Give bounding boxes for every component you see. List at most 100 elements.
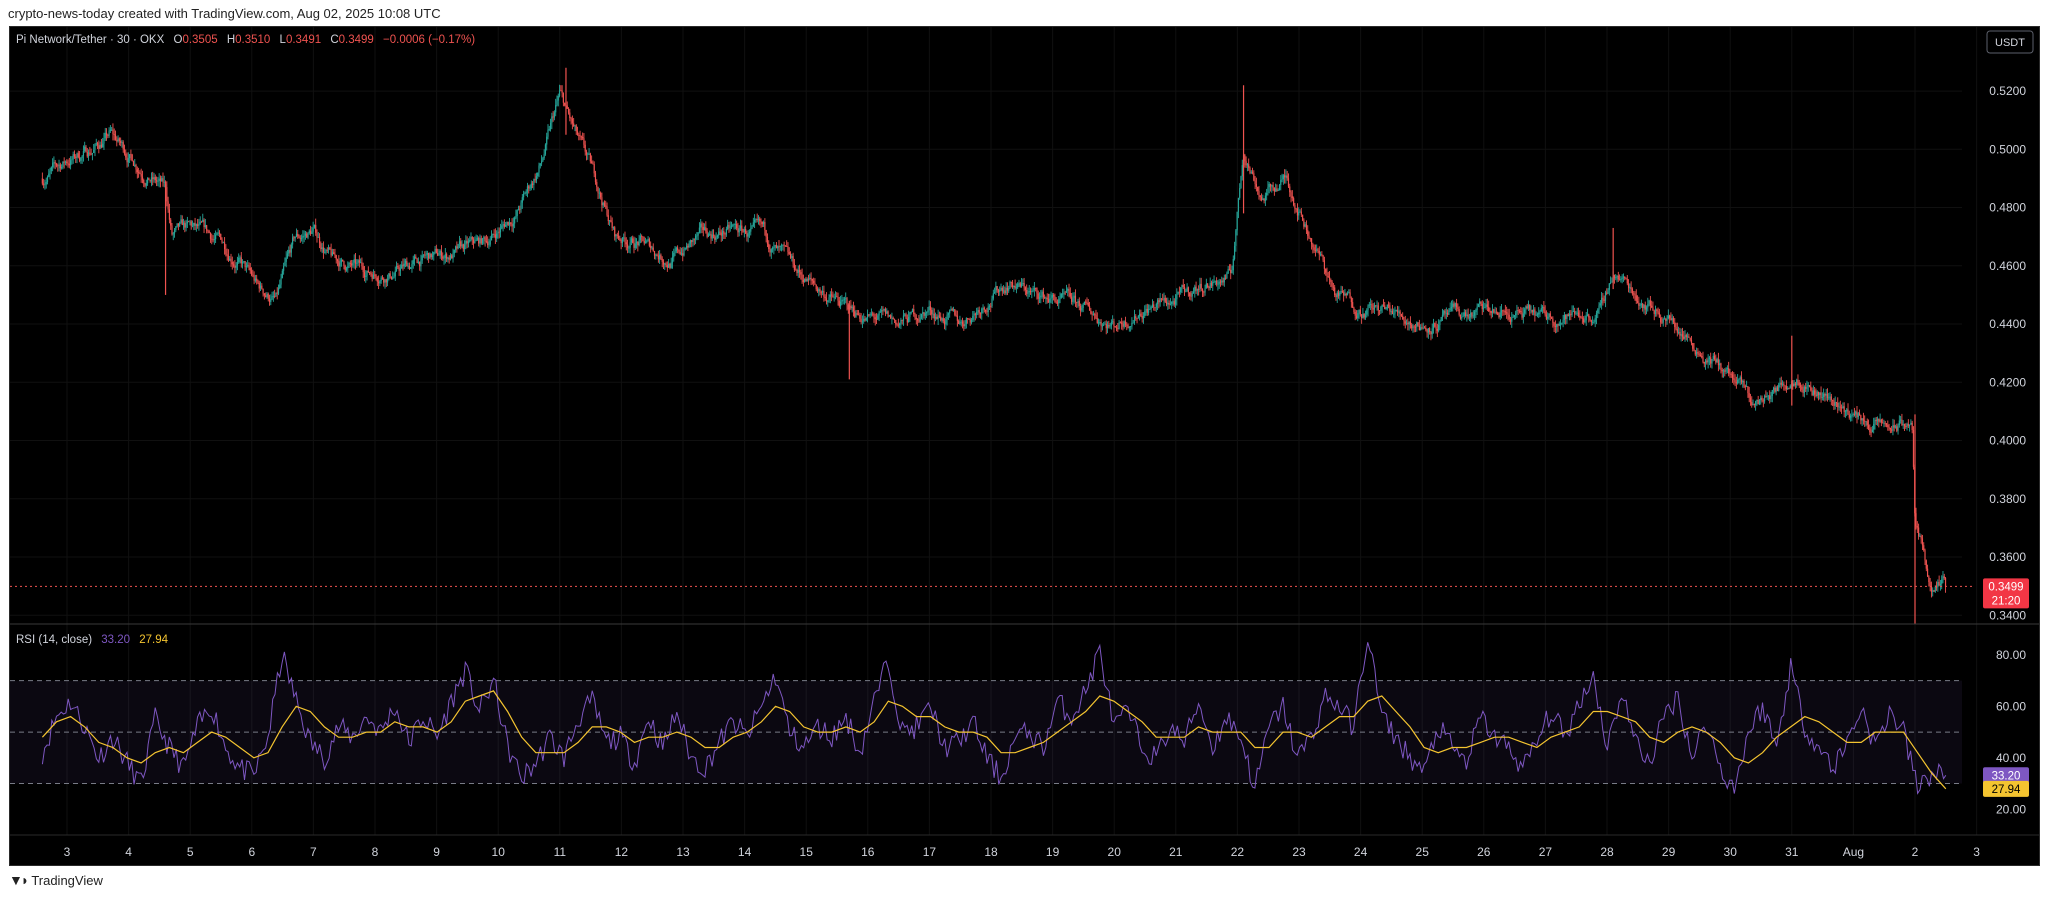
candle-body — [775, 245, 778, 249]
candle-body — [1053, 295, 1055, 297]
candle-body — [1762, 400, 1764, 402]
rsi-legend-label[interactable]: RSI (14, close) — [16, 634, 92, 646]
candle-body — [1500, 310, 1503, 313]
time-tick-label: 28 — [1600, 845, 1614, 859]
candle-body — [452, 253, 454, 259]
candle-body — [716, 235, 718, 238]
candle-body — [213, 239, 215, 240]
time-tick-label: 25 — [1416, 845, 1430, 859]
rsi-ma-value-tag: 27.94 — [1983, 780, 2029, 797]
candle-body — [1059, 297, 1061, 300]
candle-body — [457, 244, 459, 249]
candle-body — [1414, 326, 1417, 328]
candle-body — [1361, 314, 1363, 318]
chart-svg[interactable]: 0.34000.36000.38000.40000.42000.44000.46… — [10, 27, 2039, 865]
candle-body — [1126, 324, 1128, 326]
candle-body — [1873, 424, 1875, 430]
candle-body — [1597, 309, 1599, 314]
candle-body — [1513, 315, 1515, 318]
candle-body — [1905, 426, 1907, 427]
candle-body — [703, 227, 706, 230]
candle-body — [77, 153, 79, 158]
candle-body — [1672, 318, 1675, 323]
rsi-ma-legend-value: 27.94 — [139, 634, 168, 646]
candle-body — [1611, 281, 1613, 283]
candle-body — [685, 245, 688, 249]
candle-body — [1281, 179, 1283, 181]
candle-body — [1565, 314, 1567, 319]
candle-body — [863, 318, 865, 322]
candle-body — [888, 315, 890, 317]
candle-body — [85, 146, 87, 152]
candle-body — [1214, 280, 1216, 282]
candle-body — [1640, 303, 1642, 306]
candle-body — [665, 263, 667, 266]
candle-body — [809, 277, 811, 280]
candle-body — [1313, 247, 1315, 251]
candle-body — [1454, 303, 1456, 307]
chart-frame[interactable]: 0.3400 0.3600 0.3800 0.4000 0.4200 0.4400 0.46… — [9, 26, 2040, 866]
candle-body — [1045, 297, 1047, 299]
candle-body — [1785, 386, 1788, 389]
candle-body — [529, 188, 531, 190]
candle-body — [55, 163, 58, 166]
candle-body — [1481, 303, 1483, 310]
candle-body — [1789, 385, 1791, 389]
candle-body — [1077, 301, 1079, 303]
candle-body — [1409, 321, 1411, 325]
candle-body — [796, 269, 798, 273]
candle-body — [1842, 406, 1844, 408]
svg-text:33.20: 33.20 — [1992, 770, 2021, 782]
symbol-label[interactable]: Pi Network/Tether · 30 · OKX — [16, 34, 165, 46]
candle-body — [283, 266, 285, 271]
candle-body — [612, 227, 615, 229]
candle-body — [1915, 513, 1917, 527]
candle-body — [1332, 286, 1334, 288]
candle-body — [1704, 360, 1707, 364]
candle-body — [1362, 313, 1364, 318]
candle-body — [488, 244, 490, 246]
candle-body — [307, 232, 309, 238]
candle-body — [1464, 312, 1467, 316]
candle-body — [512, 223, 514, 227]
candle-body — [1359, 309, 1361, 315]
candle-body — [678, 249, 680, 252]
candle-body — [87, 152, 90, 157]
candle-body — [116, 139, 118, 142]
candle-body — [1823, 393, 1825, 398]
candle-body — [743, 228, 745, 232]
candle-body — [315, 224, 317, 233]
candle-body — [721, 231, 724, 236]
footer-brand[interactable]: ▼◗ TradingView — [9, 872, 103, 888]
candle-body — [484, 237, 486, 242]
candle-body — [1393, 313, 1395, 315]
candle-body — [199, 221, 201, 224]
candle-body — [480, 238, 482, 244]
candle-body — [791, 256, 793, 258]
candle-body — [231, 262, 233, 265]
candle-body — [882, 310, 884, 311]
candle-body — [241, 262, 244, 264]
candle-body — [1162, 299, 1164, 301]
candle-body — [1228, 269, 1231, 270]
candle-body — [1271, 185, 1273, 187]
candle-body — [1443, 310, 1445, 315]
candle-body — [1466, 314, 1468, 316]
candle-body — [829, 294, 831, 298]
candle-body — [1099, 322, 1101, 323]
candle-body — [561, 90, 563, 94]
candle-body — [1577, 312, 1580, 316]
candle-body — [1730, 373, 1732, 375]
candle-body — [1219, 281, 1222, 283]
candle-body — [179, 222, 181, 226]
candle-body — [352, 262, 354, 266]
currency-button[interactable]: USDT — [1986, 30, 2034, 54]
candle-body — [1607, 289, 1609, 294]
candle-body — [1571, 311, 1573, 315]
candle-body — [1095, 314, 1097, 319]
candle-body — [1835, 402, 1838, 403]
candle-body — [490, 234, 493, 241]
candle-body — [866, 314, 869, 318]
candle-body — [629, 242, 631, 248]
high-label: H — [227, 34, 235, 46]
